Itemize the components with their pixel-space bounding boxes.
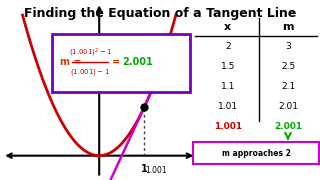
Text: 2.5: 2.5	[281, 62, 295, 71]
FancyBboxPatch shape	[52, 34, 190, 92]
Text: 3: 3	[285, 42, 291, 51]
Text: $(1.001)^2 - 1$: $(1.001)^2 - 1$	[68, 47, 112, 59]
Text: Finding the Equation of a Tangent Line: Finding the Equation of a Tangent Line	[24, 7, 296, 20]
Text: 1.001: 1.001	[145, 166, 167, 175]
Text: 1: 1	[141, 165, 148, 174]
FancyBboxPatch shape	[193, 142, 319, 164]
Text: x: x	[224, 22, 231, 32]
Text: 2.1: 2.1	[281, 82, 295, 91]
Text: m: m	[282, 22, 294, 32]
Text: m approaches 2: m approaches 2	[221, 148, 291, 158]
Text: 2: 2	[225, 42, 231, 51]
Text: 1.01: 1.01	[218, 102, 238, 111]
Text: 1.5: 1.5	[221, 62, 235, 71]
Text: 2.001: 2.001	[122, 57, 153, 67]
Text: 1.1: 1.1	[221, 82, 235, 91]
Text: $(1.001) - 1$: $(1.001) - 1$	[70, 67, 110, 77]
Text: m =: m =	[60, 57, 84, 67]
Text: 1.001: 1.001	[214, 122, 242, 131]
Text: =: =	[112, 57, 124, 67]
Text: 2.001: 2.001	[274, 122, 302, 131]
Text: 2.01: 2.01	[278, 102, 298, 111]
